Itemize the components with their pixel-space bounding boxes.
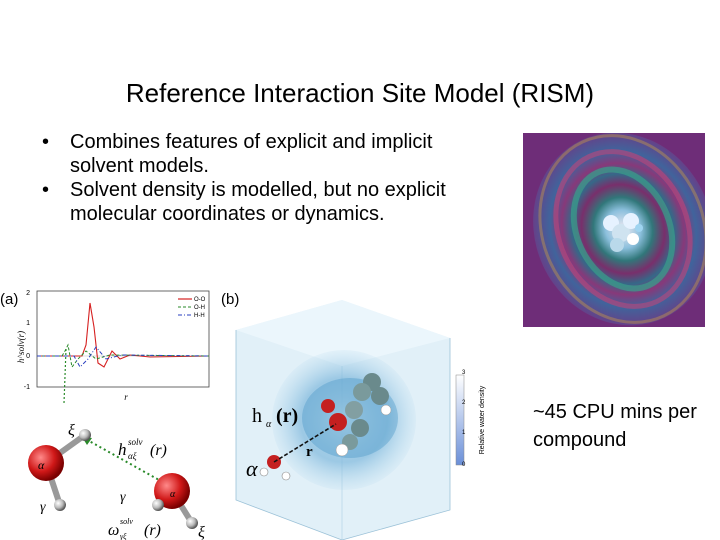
- panel-b-label: (b): [221, 291, 240, 308]
- h-solv-arg: (r): [150, 442, 167, 459]
- hydrogen-atom: [186, 517, 198, 529]
- plot-frame: [36, 290, 210, 388]
- cpu-cost-note: ~45 CPU mins per compound: [533, 401, 697, 451]
- legend-label: O-O: [194, 297, 206, 303]
- slide-title: Reference Interaction Site Model (RISM): [125, 78, 595, 108]
- cube-alpha-label: α: [246, 456, 258, 481]
- bullet-text: Combines features of explicit and implic…: [70, 131, 433, 177]
- hydrogen-atom: [79, 429, 91, 441]
- colorbar-tick: 2: [462, 400, 466, 406]
- omega-superscript: solv: [120, 517, 133, 526]
- colorbar: [455, 374, 465, 466]
- hydrogen-atom: [152, 499, 164, 511]
- colorbar-label: Relative water density: [479, 385, 486, 454]
- bullet-item: • Solvent density is modelled, but no exp…: [42, 178, 482, 226]
- xi-label: ξ: [68, 422, 75, 439]
- h-solv-superscript: solv: [128, 437, 143, 447]
- bullet-icon: •: [42, 179, 50, 201]
- xi-label: ξ: [198, 524, 205, 540]
- bullet-list: • Combines features of explicit and impli…: [42, 130, 482, 226]
- hydrogen-atom: [54, 499, 66, 511]
- colorbar-tick: 1: [462, 430, 466, 436]
- plot-to-molecule-arrow: [63, 348, 67, 404]
- ytick-label: 2: [26, 290, 30, 297]
- plot-ylabel: h^solv(r): [16, 331, 26, 363]
- omega-label: ω: [108, 522, 119, 539]
- plot-xlabel: r: [124, 392, 128, 402]
- bullet-item: • Combines features of explicit and impli…: [42, 130, 482, 178]
- legend-label: H-H: [194, 313, 205, 319]
- water-molecules-diagram: ξ α γ h αξ solv (r) γ α ω γξ solv (r) ξ: [28, 422, 205, 540]
- solute-molecule: [321, 373, 392, 457]
- series-hh-line: [37, 346, 210, 368]
- cube-r-label: r: [306, 444, 313, 460]
- panel-a-label: (a): [0, 291, 19, 308]
- colorbar-tick: 0: [462, 462, 466, 468]
- bullet-text: Solvent density is modelled, but no expl…: [70, 179, 446, 225]
- alpha-label: α: [170, 489, 176, 500]
- cube-h-label: h: [252, 405, 262, 427]
- ytick-label: 0: [26, 353, 30, 360]
- gamma-label: γ: [120, 490, 126, 505]
- colorbar-tick: 3: [462, 370, 466, 376]
- h-solv-label: h: [118, 440, 127, 459]
- ytick-label: -1: [24, 384, 30, 391]
- rdf-plot: 2 1 0 -1 h^solv(r) r O-O O-H H-H: [16, 290, 210, 404]
- cube-h-arg: (r): [276, 405, 298, 427]
- gamma-label: γ: [40, 500, 46, 515]
- bullet-icon: •: [42, 131, 50, 153]
- cube-h-subscript: α: [266, 419, 272, 430]
- density-render-image: [523, 133, 705, 327]
- oxygen-atom-left: [28, 445, 64, 481]
- r-vector: [273, 423, 337, 463]
- oxygen-atom-right: [154, 473, 190, 509]
- omega-arg: (r): [144, 522, 161, 539]
- omega-subscript: γξ: [120, 532, 127, 540]
- ytick-label: 1: [26, 320, 30, 327]
- plot-legend: O-O O-H H-H: [178, 297, 206, 319]
- alpha-label: α: [38, 458, 45, 472]
- series-oh-line: [37, 343, 210, 369]
- h-solv-subscript: αξ: [128, 451, 137, 461]
- xi-alpha-distance-line: [81, 436, 169, 486]
- density-cube-figure: h α (r) r α 3 2 1 0 Relative water densi…: [235, 300, 486, 540]
- legend-label: O-H: [194, 305, 205, 311]
